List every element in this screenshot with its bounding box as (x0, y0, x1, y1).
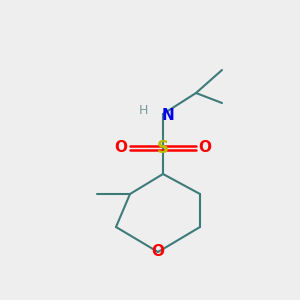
Text: H: H (138, 104, 148, 118)
Text: O: O (152, 244, 164, 260)
Text: O: O (115, 140, 128, 155)
Text: N: N (162, 107, 174, 122)
Text: O: O (199, 140, 212, 155)
Text: S: S (157, 139, 169, 157)
